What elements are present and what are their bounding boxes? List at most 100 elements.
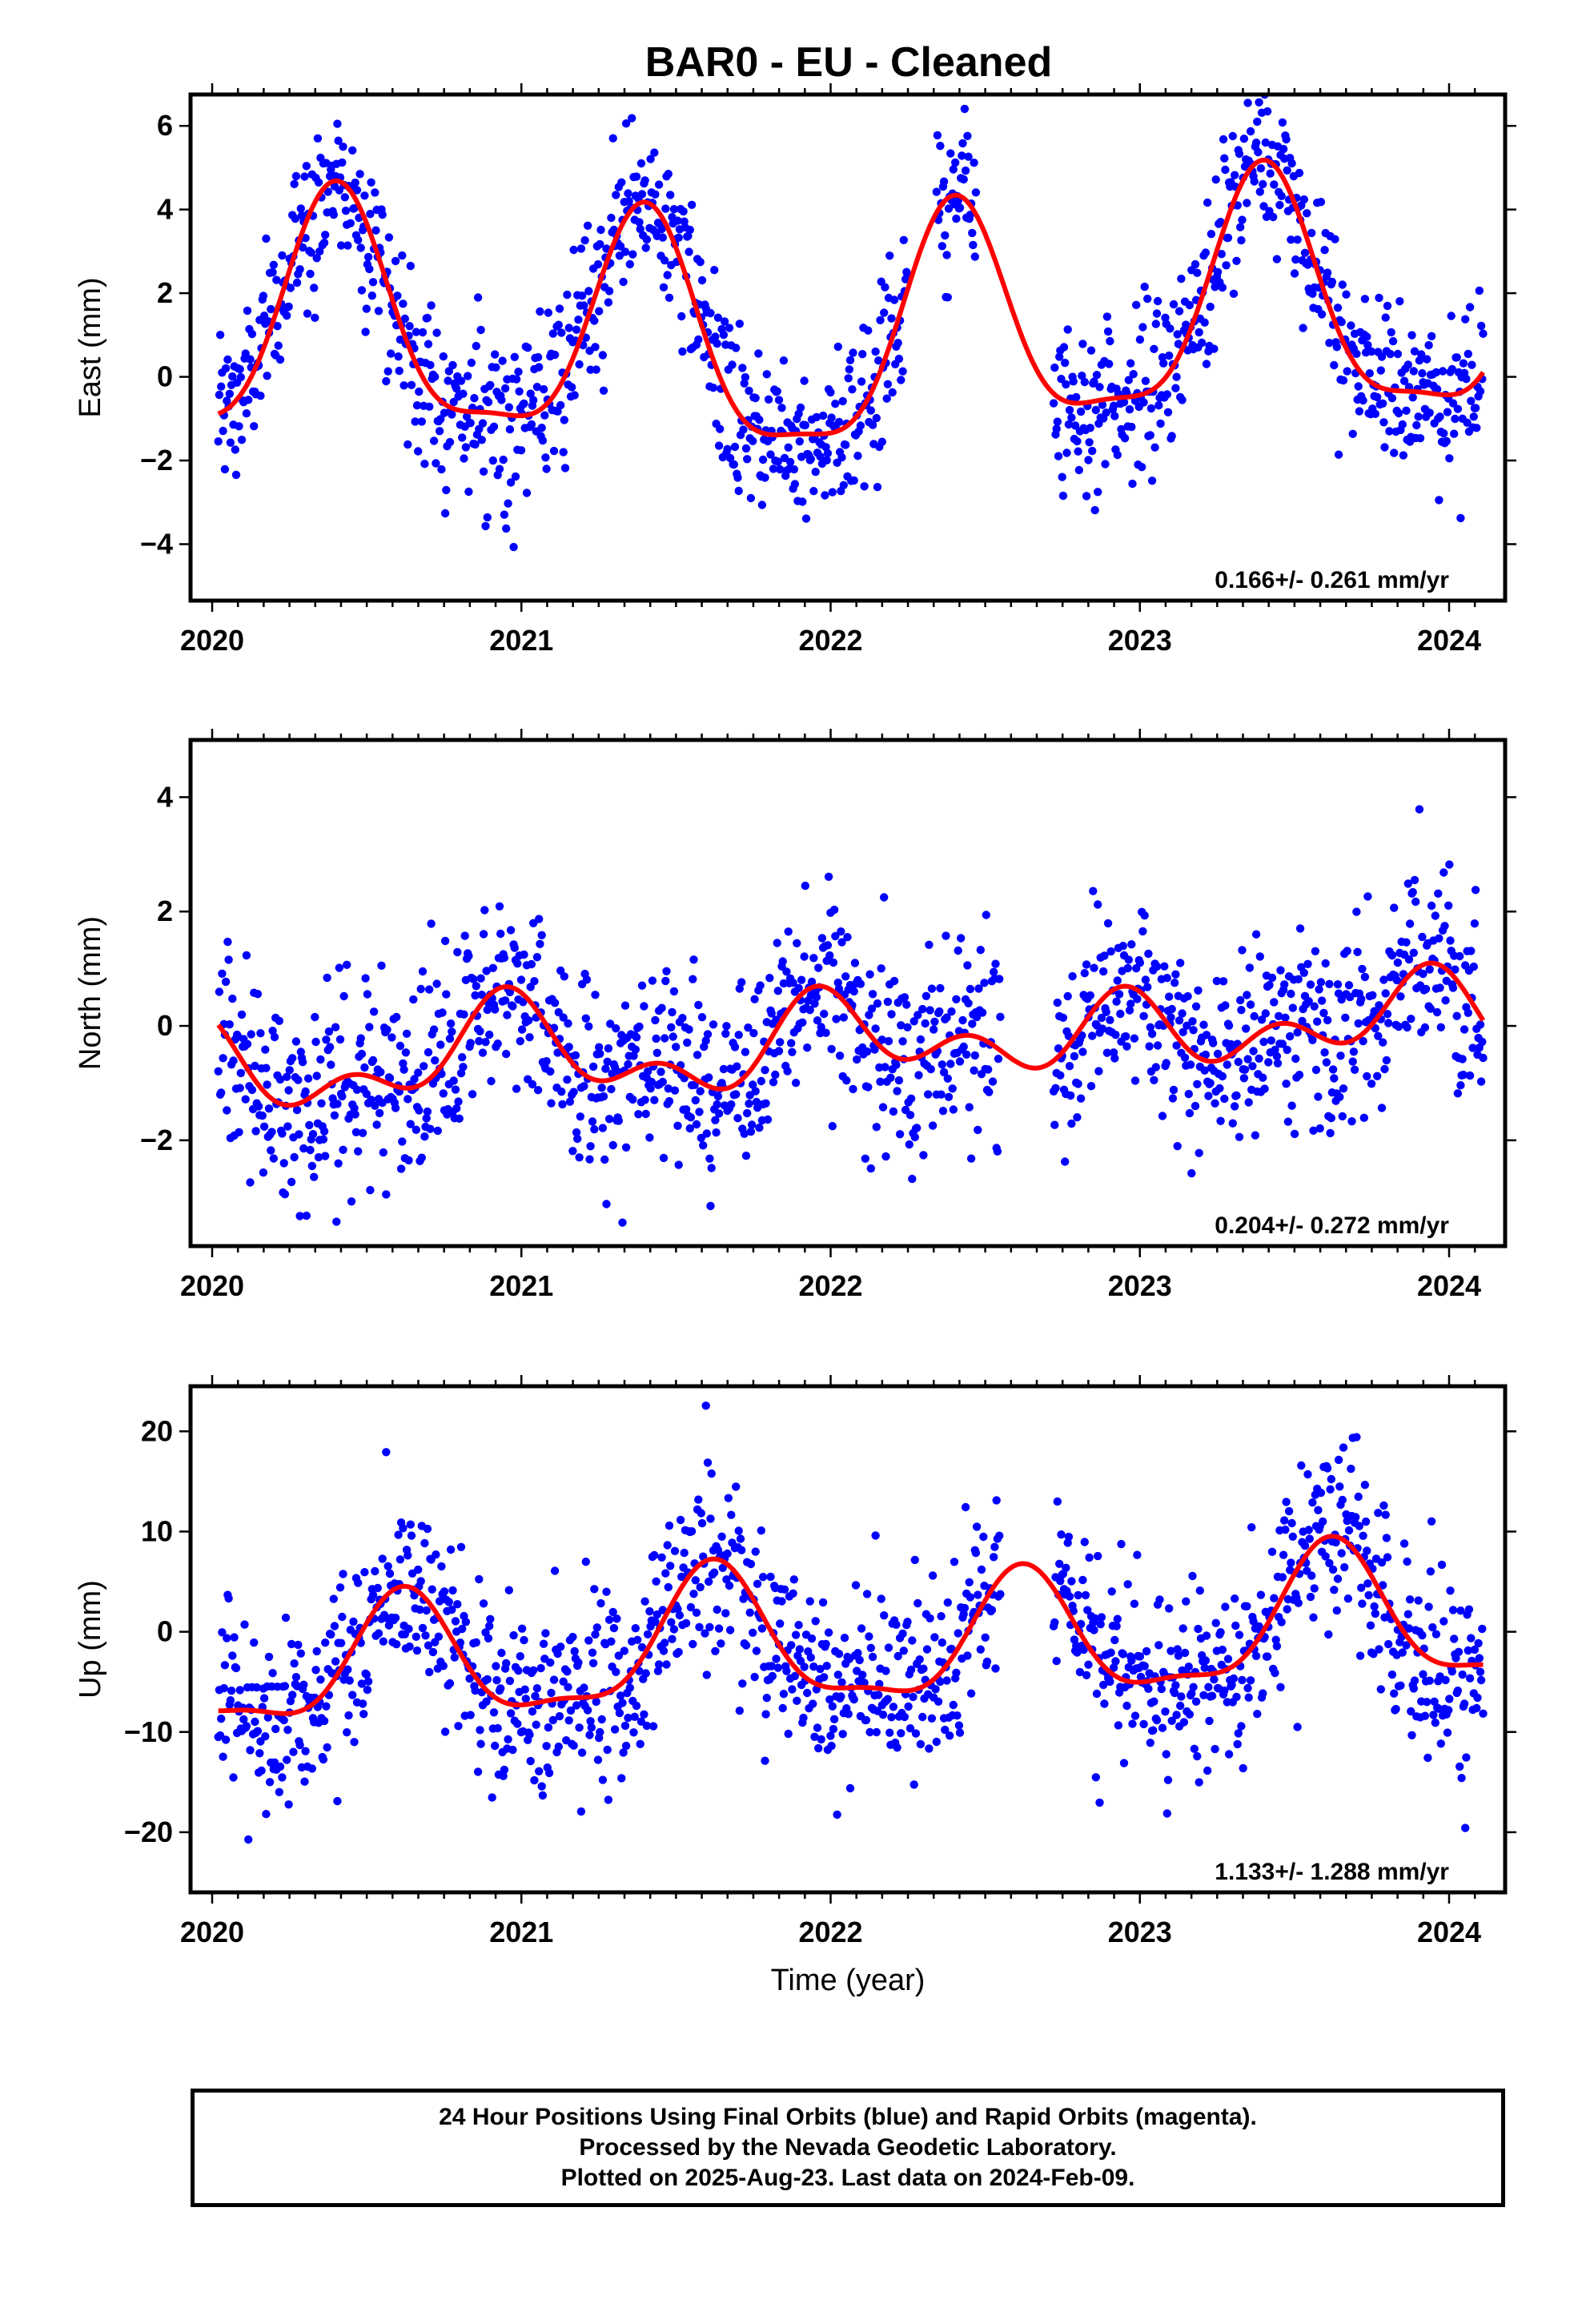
data-point [937, 1090, 946, 1099]
data-point [280, 1682, 290, 1691]
data-point [1191, 1002, 1201, 1011]
data-point [800, 1663, 809, 1671]
data-point [645, 1133, 654, 1142]
data-point [424, 340, 433, 348]
data-point [970, 159, 978, 167]
data-point [932, 1737, 942, 1747]
data-point [1303, 1470, 1312, 1479]
data-point [1431, 911, 1440, 920]
data-point [330, 1111, 339, 1120]
data-point [1090, 505, 1099, 515]
data-point [448, 410, 456, 419]
data-point [914, 1071, 923, 1080]
data-point [1234, 1729, 1243, 1738]
data-point [1243, 1683, 1252, 1693]
data-point [542, 1057, 551, 1066]
data-point [1231, 171, 1239, 179]
data-point [772, 1655, 781, 1663]
data-point [1139, 1011, 1148, 1021]
data-point [1074, 1080, 1082, 1088]
data-point [853, 1055, 861, 1064]
data-point [363, 252, 373, 262]
data-point [1138, 463, 1146, 472]
data-point [870, 1045, 879, 1054]
data-point [1361, 1517, 1371, 1526]
data-point [321, 231, 330, 239]
data-point [607, 1084, 616, 1094]
data-point [881, 1063, 889, 1072]
data-point [368, 1590, 378, 1599]
data-point [608, 1607, 617, 1617]
data-point [844, 374, 853, 383]
data-point [695, 1108, 704, 1116]
data-point [788, 1047, 797, 1057]
data-point [426, 360, 435, 369]
data-point [857, 1624, 866, 1633]
data-point [834, 417, 844, 427]
data-point [424, 1047, 433, 1057]
data-point [676, 1515, 685, 1525]
data-point [944, 1092, 954, 1102]
data-point [524, 344, 532, 352]
data-point [493, 1723, 502, 1733]
data-point [1287, 1101, 1296, 1110]
data-point [522, 489, 532, 497]
data-point [1273, 1059, 1283, 1068]
data-point [1283, 1045, 1291, 1055]
data-point [470, 394, 479, 403]
data-point [1348, 429, 1357, 438]
data-point [1418, 932, 1427, 942]
data-point [595, 1043, 604, 1051]
data-point [766, 1572, 775, 1582]
data-point [1207, 230, 1216, 239]
data-point [536, 1663, 545, 1673]
data-point [811, 1617, 820, 1626]
data-point [228, 1651, 237, 1660]
data-point [1138, 323, 1147, 332]
data-point [1457, 1774, 1466, 1783]
data-point [1463, 418, 1472, 427]
data-point [529, 1666, 538, 1675]
data-point [894, 1076, 904, 1085]
data-point [1407, 1015, 1415, 1023]
data-point [223, 355, 232, 364]
data-point [1229, 289, 1239, 298]
data-point [325, 82, 333, 90]
data-point [1410, 347, 1419, 356]
data-point [1359, 396, 1367, 405]
data-point [938, 1638, 947, 1647]
data-point [464, 487, 473, 497]
data-point [1277, 191, 1286, 200]
data-point [1426, 1567, 1435, 1576]
data-point [1053, 417, 1062, 426]
data-point [420, 460, 429, 468]
data-point [544, 1768, 554, 1778]
data-point [1339, 1084, 1348, 1093]
data-point [383, 367, 392, 376]
data-point [1184, 1089, 1194, 1099]
data-point [215, 331, 225, 340]
data-point [1409, 1684, 1419, 1693]
data-point [449, 1076, 458, 1085]
data-point [235, 364, 244, 374]
data-point [1110, 412, 1119, 420]
data-point [250, 422, 259, 431]
data-point [991, 1664, 1000, 1673]
data-point [400, 1065, 408, 1074]
data-point [1347, 1464, 1355, 1474]
data-point [458, 433, 467, 442]
data-point [953, 1711, 962, 1720]
data-point [612, 1614, 621, 1623]
data-point [1140, 911, 1149, 920]
data-point [225, 389, 234, 398]
data-point [755, 416, 764, 424]
data-point [1445, 1695, 1454, 1703]
data-point [1439, 429, 1448, 438]
data-point [1238, 1675, 1247, 1685]
data-point [1162, 390, 1172, 399]
data-point [777, 1597, 786, 1606]
data-point [640, 176, 649, 185]
data-point [329, 210, 338, 219]
data-point [1383, 301, 1392, 311]
data-point [1464, 1008, 1473, 1018]
